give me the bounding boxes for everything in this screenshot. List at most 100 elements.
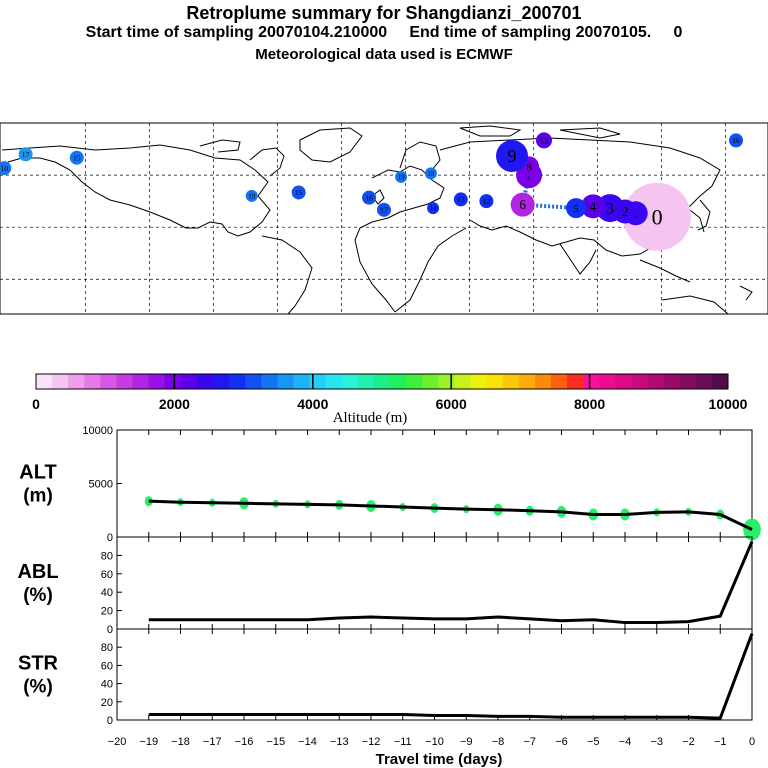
plume-day-label: 9 bbox=[508, 146, 517, 166]
panel-frame bbox=[116, 429, 753, 538]
x-tick-label: −14 bbox=[298, 736, 317, 748]
colorbar-swatch bbox=[277, 374, 294, 389]
colorbar-swatch bbox=[229, 374, 246, 389]
panel-str: 0 20 40 60 80 STR(%) bbox=[18, 628, 754, 727]
panel-label: STR bbox=[18, 653, 59, 675]
x-tick-label: −2 bbox=[682, 736, 695, 748]
y-tick-label: 40 bbox=[101, 679, 113, 691]
colorbar-swatch bbox=[180, 374, 198, 389]
colorbar-swatch bbox=[567, 374, 584, 389]
plume-circle bbox=[245, 189, 258, 202]
plume-marker: 14 bbox=[427, 202, 440, 215]
plume-day-label: 5 bbox=[573, 203, 579, 215]
y-tick-label: 0 bbox=[107, 624, 113, 636]
meteo-data-line: Meteorological data used is ECMWF bbox=[255, 46, 513, 63]
plume-circle bbox=[377, 202, 391, 217]
plume-day-label: 3 bbox=[606, 200, 614, 217]
colorbar-swatch bbox=[148, 374, 166, 389]
colorbar-swatch bbox=[132, 374, 150, 389]
x-tick-label: −11 bbox=[394, 736, 412, 748]
plume-circle bbox=[395, 170, 408, 183]
plume-marker: 13 bbox=[536, 132, 552, 149]
colorbar-swatch bbox=[100, 374, 117, 389]
plume-circle bbox=[623, 182, 692, 251]
y-tick-label: 80 bbox=[101, 550, 113, 562]
plume-day-label: 13 bbox=[457, 195, 465, 204]
plume-marker: 6 bbox=[510, 192, 535, 217]
plume-marker: 19 bbox=[245, 189, 258, 202]
panel-unit: (m) bbox=[23, 486, 53, 507]
colorbar-swatch bbox=[679, 374, 697, 389]
x-tick-label: −20 bbox=[108, 736, 127, 748]
plume-marker: 12 bbox=[479, 194, 494, 209]
plume-circle bbox=[362, 190, 377, 205]
x-tick-label: −7 bbox=[523, 736, 536, 748]
plume-day-label: 15 bbox=[73, 153, 81, 162]
colorbar-swatch bbox=[357, 374, 375, 389]
colorbar-swatch bbox=[164, 374, 182, 389]
colorbar-swatch bbox=[599, 374, 616, 389]
panel-unit: (%) bbox=[23, 585, 53, 606]
colorbar-swatch bbox=[325, 374, 343, 389]
colorbar-swatch bbox=[583, 374, 600, 389]
colorbar-swatch bbox=[534, 374, 552, 389]
x-tick-label: −16 bbox=[235, 736, 254, 748]
colorbar-swatch bbox=[631, 374, 649, 389]
colorbar-swatch bbox=[116, 374, 134, 389]
colorbar-swatch bbox=[454, 374, 472, 389]
colorbar-swatch bbox=[196, 374, 214, 389]
panel-frame bbox=[116, 628, 753, 721]
x-tick-label: −10 bbox=[425, 736, 444, 748]
colorbar-swatch bbox=[406, 374, 423, 389]
plume-day-label: 10 bbox=[0, 164, 8, 173]
plume-marker: 15 bbox=[291, 185, 306, 200]
colorbar-swatch bbox=[84, 374, 101, 389]
plume-day-label: 16 bbox=[732, 136, 740, 145]
y-tick-label: 10000 bbox=[82, 425, 113, 437]
plume-circle bbox=[536, 132, 552, 149]
x-axis-label: Travel time (days) bbox=[376, 751, 503, 768]
y-tick-label: 20 bbox=[101, 606, 113, 618]
plume-marker: 16 bbox=[362, 190, 377, 205]
sampling-time-line: Start time of sampling 20070104.210000 E… bbox=[85, 24, 683, 41]
colorbar-swatch bbox=[422, 374, 439, 389]
plume-marker: 10 bbox=[0, 161, 12, 176]
colorbar-swatch bbox=[68, 374, 85, 389]
plume-day-label: 17 bbox=[380, 206, 388, 215]
plume-circle bbox=[427, 202, 440, 215]
colorbar-tick-label: 4000 bbox=[297, 396, 328, 412]
plume-circle bbox=[729, 133, 743, 148]
colorbar-tick-label: 6000 bbox=[436, 396, 467, 412]
plume-circle bbox=[479, 194, 494, 209]
plume-marker: 19 bbox=[395, 170, 408, 183]
plume-marker: 15 bbox=[69, 150, 84, 165]
colorbar-swatch bbox=[261, 374, 278, 389]
y-tick-label: 20 bbox=[101, 697, 113, 709]
colorbar-swatch bbox=[695, 374, 713, 389]
x-tick-label: −8 bbox=[492, 736, 505, 748]
colorbar-swatch bbox=[486, 374, 504, 389]
colorbar-swatch bbox=[711, 374, 729, 389]
plume-marker: 17 bbox=[18, 147, 33, 162]
plume-marker: 4 bbox=[581, 194, 606, 219]
panel-abl: 0 20 40 60 80 ABL(%) bbox=[17, 536, 754, 636]
plume-marker: 18 bbox=[424, 167, 437, 180]
plume-day-label: 14 bbox=[430, 205, 438, 213]
plume-marker: 13 bbox=[453, 192, 468, 207]
series-line bbox=[148, 499, 753, 531]
x-tick-label: −5 bbox=[587, 736, 600, 748]
colorbar-swatch bbox=[518, 374, 536, 389]
plume-circle bbox=[69, 150, 84, 165]
y-tick-label: 60 bbox=[101, 660, 113, 672]
colorbar-swatch bbox=[309, 374, 327, 389]
altitude-colorbar: 0 2000 4000 6000 8000 10000 bbox=[32, 373, 748, 412]
plume-day-label: 19 bbox=[398, 173, 406, 181]
colorbar-swatch bbox=[245, 374, 262, 389]
panel-label: ALT bbox=[19, 462, 56, 484]
panel-label: ABL bbox=[17, 561, 58, 583]
x-tick-label: −17 bbox=[203, 736, 222, 748]
x-tick-label: −1 bbox=[714, 736, 727, 748]
x-tick-label: −4 bbox=[619, 736, 632, 748]
plume-day-label: 17 bbox=[22, 150, 30, 159]
